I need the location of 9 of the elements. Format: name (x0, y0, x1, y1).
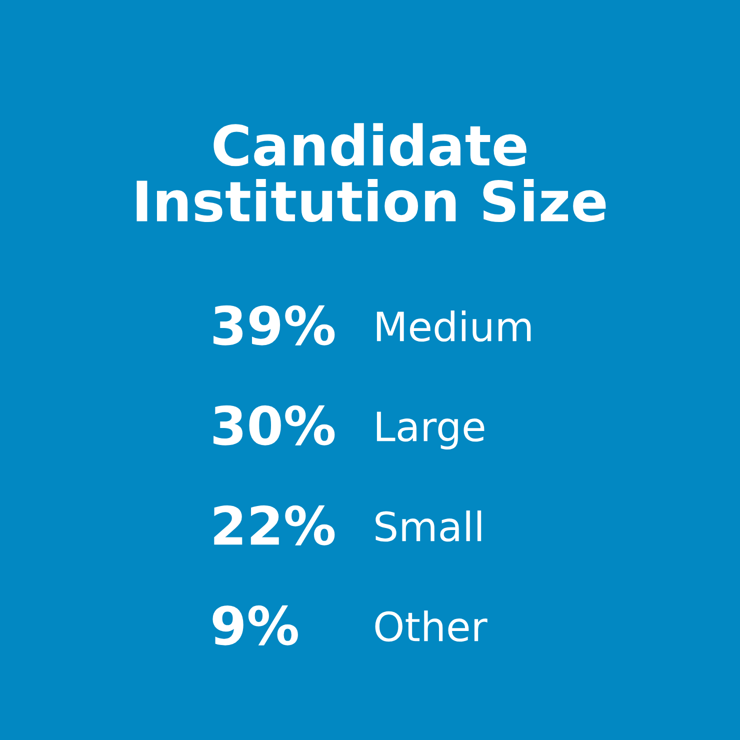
data-label: 22% (214, 505, 335, 546)
data-label: 30% (214, 405, 335, 446)
text: Candidate Institution Size (136, 123, 606, 222)
category-label: Small (376, 510, 482, 542)
category-label: Other (375, 610, 488, 642)
category-label: Large (376, 412, 484, 450)
data-label: 9% (212, 605, 298, 646)
category-label: Medium (376, 310, 531, 342)
data-label: 39% (214, 305, 335, 346)
